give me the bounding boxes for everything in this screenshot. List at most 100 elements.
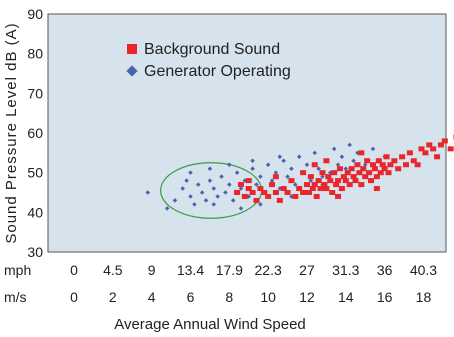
point-background-sound (358, 150, 365, 156)
point-generator-operating (370, 146, 376, 152)
point-background-sound (280, 186, 287, 192)
point-background-sound (272, 190, 279, 195)
point-background-sound (288, 178, 295, 184)
point-background-sound (321, 182, 328, 188)
point-background-sound (338, 186, 345, 192)
point-background-sound (379, 162, 386, 168)
point-background-sound (373, 174, 380, 180)
point-generator-operating (289, 166, 294, 171)
point-generator-operating (312, 150, 318, 156)
x-tick-label: 6 (187, 289, 195, 305)
point-background-sound (300, 170, 307, 176)
point-background-sound (418, 146, 425, 152)
point-background-sound (325, 174, 332, 180)
x-tick-label: 9 (148, 262, 156, 278)
point-generator-operating (351, 158, 356, 164)
point-background-sound (402, 162, 409, 168)
x-tick-label: 2 (109, 289, 117, 305)
point-background-sound (300, 190, 307, 195)
x-tick-label: 12 (299, 289, 315, 305)
point-generator-operating (347, 142, 352, 148)
point-background-sound (303, 182, 310, 188)
x-tick-label: 36 (377, 262, 393, 278)
point-background-sound (313, 193, 320, 199)
x-tick-label: 22.3 (255, 262, 282, 278)
x-axis-unit-ms: m/s (4, 289, 27, 305)
point-background-sound (383, 154, 390, 160)
point-background-sound (335, 178, 342, 184)
point-background-sound (366, 170, 373, 176)
point-background-sound (399, 154, 406, 160)
point-background-sound (253, 197, 260, 203)
point-background-sound (371, 166, 378, 172)
point-background-sound (272, 174, 279, 180)
point-background-sound (434, 154, 441, 160)
point-background-sound (261, 190, 268, 195)
point-background-sound (311, 182, 318, 188)
point-background-sound (368, 178, 375, 184)
y-tick-label: 90 (27, 6, 43, 22)
x-tick-label: 0 (70, 289, 78, 305)
point-background-sound (344, 170, 351, 176)
point-background-sound (329, 190, 336, 195)
point-background-sound (350, 174, 357, 180)
point-background-sound (354, 162, 361, 168)
x-tick-label: 0 (70, 262, 78, 278)
point-background-sound (410, 158, 417, 164)
point-background-sound (356, 170, 363, 176)
y-tick-label: 30 (27, 244, 43, 260)
x-tick-label: 13.4 (177, 262, 204, 278)
point-background-sound (340, 174, 347, 180)
point-background-sound (441, 138, 448, 144)
point-background-sound (245, 178, 252, 184)
point-background-sound (352, 178, 359, 184)
y-axis-label: Sound Pressure Level dB (A) (3, 22, 20, 243)
point-background-sound (292, 193, 299, 199)
legend-marker-square (127, 44, 137, 54)
point-background-sound (323, 158, 330, 164)
y-tick-label: 70 (27, 85, 43, 101)
point-background-sound (331, 170, 338, 176)
x-tick-label: 4 (148, 289, 156, 305)
point-background-sound (362, 174, 369, 180)
point-background-sound (426, 142, 433, 148)
plot-area (47, 13, 447, 253)
point-background-sound (319, 170, 326, 176)
data-series (145, 134, 454, 211)
point-background-sound (395, 166, 402, 172)
point-background-sound (335, 193, 342, 199)
point-background-sound (342, 178, 349, 184)
point-background-sound (284, 190, 291, 195)
x-tick-label: 18 (416, 289, 432, 305)
x-tick-label: 8 (225, 289, 233, 305)
y-tick-label: 60 (27, 125, 43, 141)
x-axis-unit-mph: mph (4, 262, 31, 278)
point-background-sound (327, 178, 334, 184)
point-background-sound (269, 182, 276, 188)
point-background-sound (360, 166, 367, 172)
point-background-sound (257, 186, 264, 192)
x-axis-label: Average Annual Wind Speed (114, 316, 306, 333)
point-background-sound (265, 193, 272, 199)
point-background-sound (391, 158, 398, 164)
point-generator-operating (343, 166, 349, 171)
x-tick-label: 10 (260, 289, 276, 305)
point-background-sound (369, 162, 376, 168)
point-background-sound (387, 162, 394, 168)
legend-label: Background Sound (144, 41, 280, 58)
y-tick-label: 50 (27, 165, 43, 181)
point-background-sound (375, 158, 382, 164)
point-background-sound (430, 146, 437, 152)
x-axis: mph04.5913.417.922.32731.33640.345m/s024… (4, 262, 437, 305)
point-background-sound (309, 186, 316, 192)
point-generator-operating (258, 174, 263, 179)
point-background-sound (336, 166, 343, 172)
point-background-sound (358, 182, 365, 188)
point-background-sound (377, 170, 384, 176)
point-generator-operating (316, 166, 321, 171)
point-generator-operating (320, 174, 325, 179)
point-generator-operating (258, 202, 263, 207)
y-tick-label: 80 (27, 46, 43, 62)
point-background-sound (311, 162, 318, 168)
